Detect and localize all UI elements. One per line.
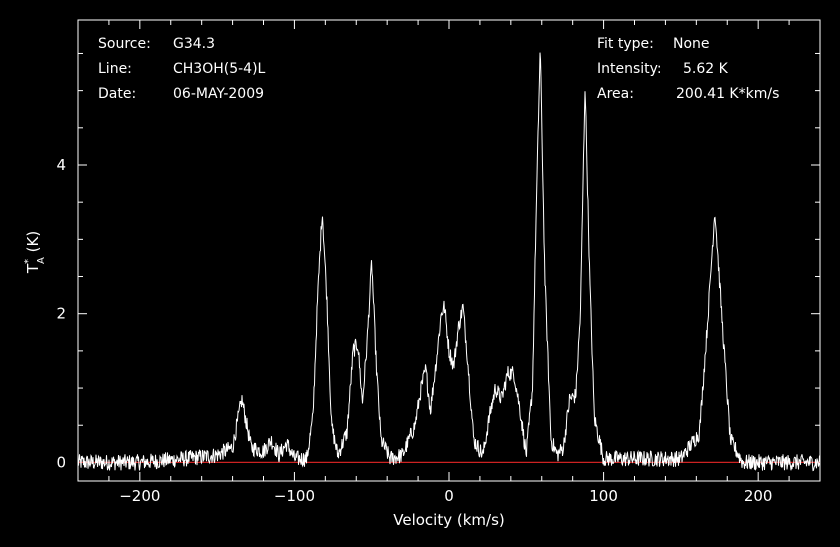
y-tick-label: 4 [56, 156, 66, 174]
area-value: 200.41 K*km/s [676, 86, 780, 102]
intensity-value: 5.62 K [683, 61, 728, 77]
line-value: CH3OH(5-4)L [173, 61, 266, 77]
x-axis-label: Velocity (km/s) [393, 511, 504, 529]
area-label: Area: [597, 86, 634, 102]
fit-type-value: None [673, 36, 710, 52]
svg-text:T*A (K): T* A (K) [23, 231, 47, 274]
x-tick-label: 200 [744, 487, 773, 505]
spectrum-series-line [77, 52, 820, 472]
y-tick-label: 0 [56, 453, 66, 471]
x-tick-label: −200 [119, 487, 160, 505]
intensity-label: Intensity: [597, 61, 662, 77]
source-value: G34.3 [173, 36, 216, 52]
y-axis-label: T* A (K) [23, 231, 47, 274]
source-label: Source: [98, 36, 151, 52]
date-value: 06-MAY-2009 [173, 86, 265, 102]
x-tick-label: 100 [589, 487, 618, 505]
date-label: Date: [98, 86, 137, 102]
fit-type-label: Fit type: [597, 36, 654, 52]
y-tick-label: 2 [56, 305, 66, 323]
x-ticks: −200 −100 0 100 200 [77, 20, 821, 505]
y-ticks: 0 2 4 [56, 52, 820, 471]
line-label: Line: [98, 61, 132, 77]
x-tick-label: 0 [444, 487, 454, 505]
x-tick-label: −100 [274, 487, 315, 505]
